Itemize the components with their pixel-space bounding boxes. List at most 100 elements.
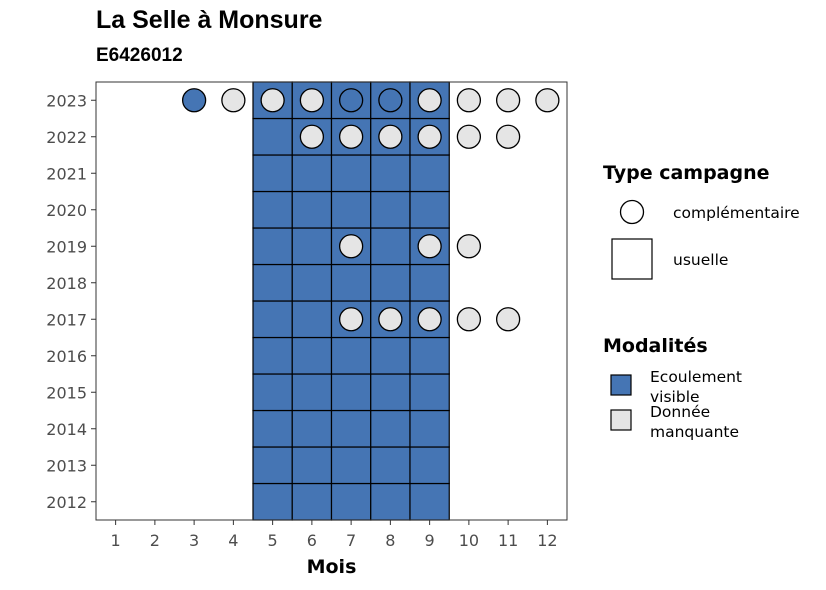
- complementaire-circle: [417, 124, 442, 149]
- y-tick-label: 2013: [46, 456, 87, 475]
- usuelle-square: [252, 482, 293, 521]
- usuelle-square: [252, 190, 293, 229]
- usuelle-square: [291, 482, 333, 521]
- y-tick-label: 2016: [46, 347, 87, 366]
- complementaire-circle: [299, 124, 325, 149]
- usuelle-square: [409, 446, 450, 485]
- usuelle-square: [252, 373, 293, 412]
- y-tick-label: 2020: [46, 201, 87, 220]
- usuelle-square: [252, 300, 293, 339]
- legend-modalite-key: [610, 409, 632, 431]
- x-tick-label: 1: [111, 531, 121, 550]
- complementaire-circle: [495, 88, 521, 113]
- usuelle-square: [409, 409, 450, 448]
- usuelle-square: [291, 263, 333, 302]
- complementaire-circle: [338, 88, 364, 113]
- legend: Type campagne complémentaire usuelle Modali…: [603, 162, 800, 441]
- usuelle-square: [291, 154, 333, 193]
- usuelle-square: [330, 409, 372, 448]
- usuelle-square: [409, 373, 450, 412]
- usuelle-square: [409, 154, 450, 193]
- complementaire-circle: [378, 88, 403, 113]
- usuelle-square: [291, 190, 333, 229]
- usuelle-square: [252, 409, 293, 448]
- legend-square-symbol: [611, 238, 653, 280]
- usuelle-square: [252, 263, 293, 302]
- x-axis-title: Mois: [307, 556, 357, 578]
- usuelle-square: [370, 336, 411, 375]
- complementaire-circle: [338, 307, 364, 332]
- complementaire-circle: [495, 124, 521, 149]
- usuelle-square: [370, 190, 411, 229]
- complementaire-circle: [221, 88, 246, 113]
- usuelle-square: [409, 263, 450, 302]
- usuelle-square: [252, 117, 293, 156]
- usuelle-square: [291, 373, 333, 412]
- legend-modalite-label: Donnée: [650, 403, 710, 421]
- complementaire-circle: [417, 307, 442, 332]
- complementaire-circle: [338, 234, 364, 259]
- complementaire-circle: [338, 124, 364, 149]
- usuelle-square: [330, 154, 372, 193]
- x-tick-label: 4: [228, 531, 238, 550]
- usuelle-square: [252, 227, 293, 266]
- legend-circle-symbol: [619, 199, 645, 225]
- panel-border: [95, 81, 568, 521]
- x-tick-label: 6: [307, 531, 317, 550]
- complementaire-circle: [495, 307, 521, 332]
- x-tick-label: 5: [268, 531, 278, 550]
- usuelle-square: [291, 300, 333, 339]
- usuelle-square: [409, 190, 450, 229]
- usuelle-square: [370, 446, 411, 485]
- complementaire-circle: [181, 88, 207, 113]
- complementaire-circle: [417, 234, 442, 259]
- legend-type-label: usuelle: [673, 251, 728, 269]
- usuelle-square: [291, 446, 333, 485]
- x-tick-label: 9: [425, 531, 435, 550]
- y-tick-label: 2015: [46, 383, 87, 402]
- legend-modalite-key: [610, 374, 632, 396]
- complementaire-circle: [456, 307, 482, 332]
- complementaire-circle: [456, 88, 482, 113]
- y-tick-label: 2014: [46, 420, 87, 439]
- usuelle-square: [370, 373, 411, 412]
- complementaire-circle: [456, 234, 482, 259]
- complementaire-circle: [299, 88, 325, 113]
- x-tick-label: 10: [459, 531, 479, 550]
- y-tick-label: 2012: [46, 493, 87, 512]
- usuelle-square: [330, 373, 372, 412]
- usuelle-square: [370, 482, 411, 521]
- usuelle-square: [330, 482, 372, 521]
- y-tick-label: 2022: [46, 128, 87, 147]
- usuelle-square: [291, 336, 333, 375]
- complementaire-circle: [260, 88, 285, 113]
- complementaire-circle: [456, 124, 482, 149]
- usuelle-square: [330, 336, 372, 375]
- usuelle-square: [409, 482, 450, 521]
- usuelle-square: [252, 154, 293, 193]
- y-tick-label: 2017: [46, 310, 87, 329]
- complementaire-circle: [378, 124, 403, 149]
- usuelle-square: [409, 336, 450, 375]
- usuelle-square: [370, 154, 411, 193]
- x-tick-label: 3: [189, 531, 199, 550]
- chart-subtitle: E6426012: [96, 45, 183, 66]
- x-tick-label: 11: [498, 531, 518, 550]
- usuelle-square: [330, 263, 372, 302]
- plot-area: 1 2 3 4 5 6 7 8 9 10 11 122012201320142015201620172…: [46, 81, 568, 578]
- x-tick-label: 8: [385, 531, 395, 550]
- usuelle-square: [291, 227, 333, 266]
- complementaire-circle: [417, 88, 442, 113]
- usuelle-square: [291, 409, 333, 448]
- x-tick-label: 2: [150, 531, 160, 550]
- x-tick-label: 12: [537, 531, 557, 550]
- x-tick-label: 7: [346, 531, 356, 550]
- y-tick-label: 2021: [46, 164, 87, 183]
- usuelle-square: [252, 446, 293, 485]
- y-tick-label: 2023: [46, 91, 87, 110]
- usuelle-square: [330, 446, 372, 485]
- usuelle-square: [330, 190, 372, 229]
- legend-type-label: complémentaire: [673, 204, 800, 222]
- legend-type-title: Type campagne: [603, 162, 770, 184]
- legend-modalite-label: manquante: [650, 423, 739, 441]
